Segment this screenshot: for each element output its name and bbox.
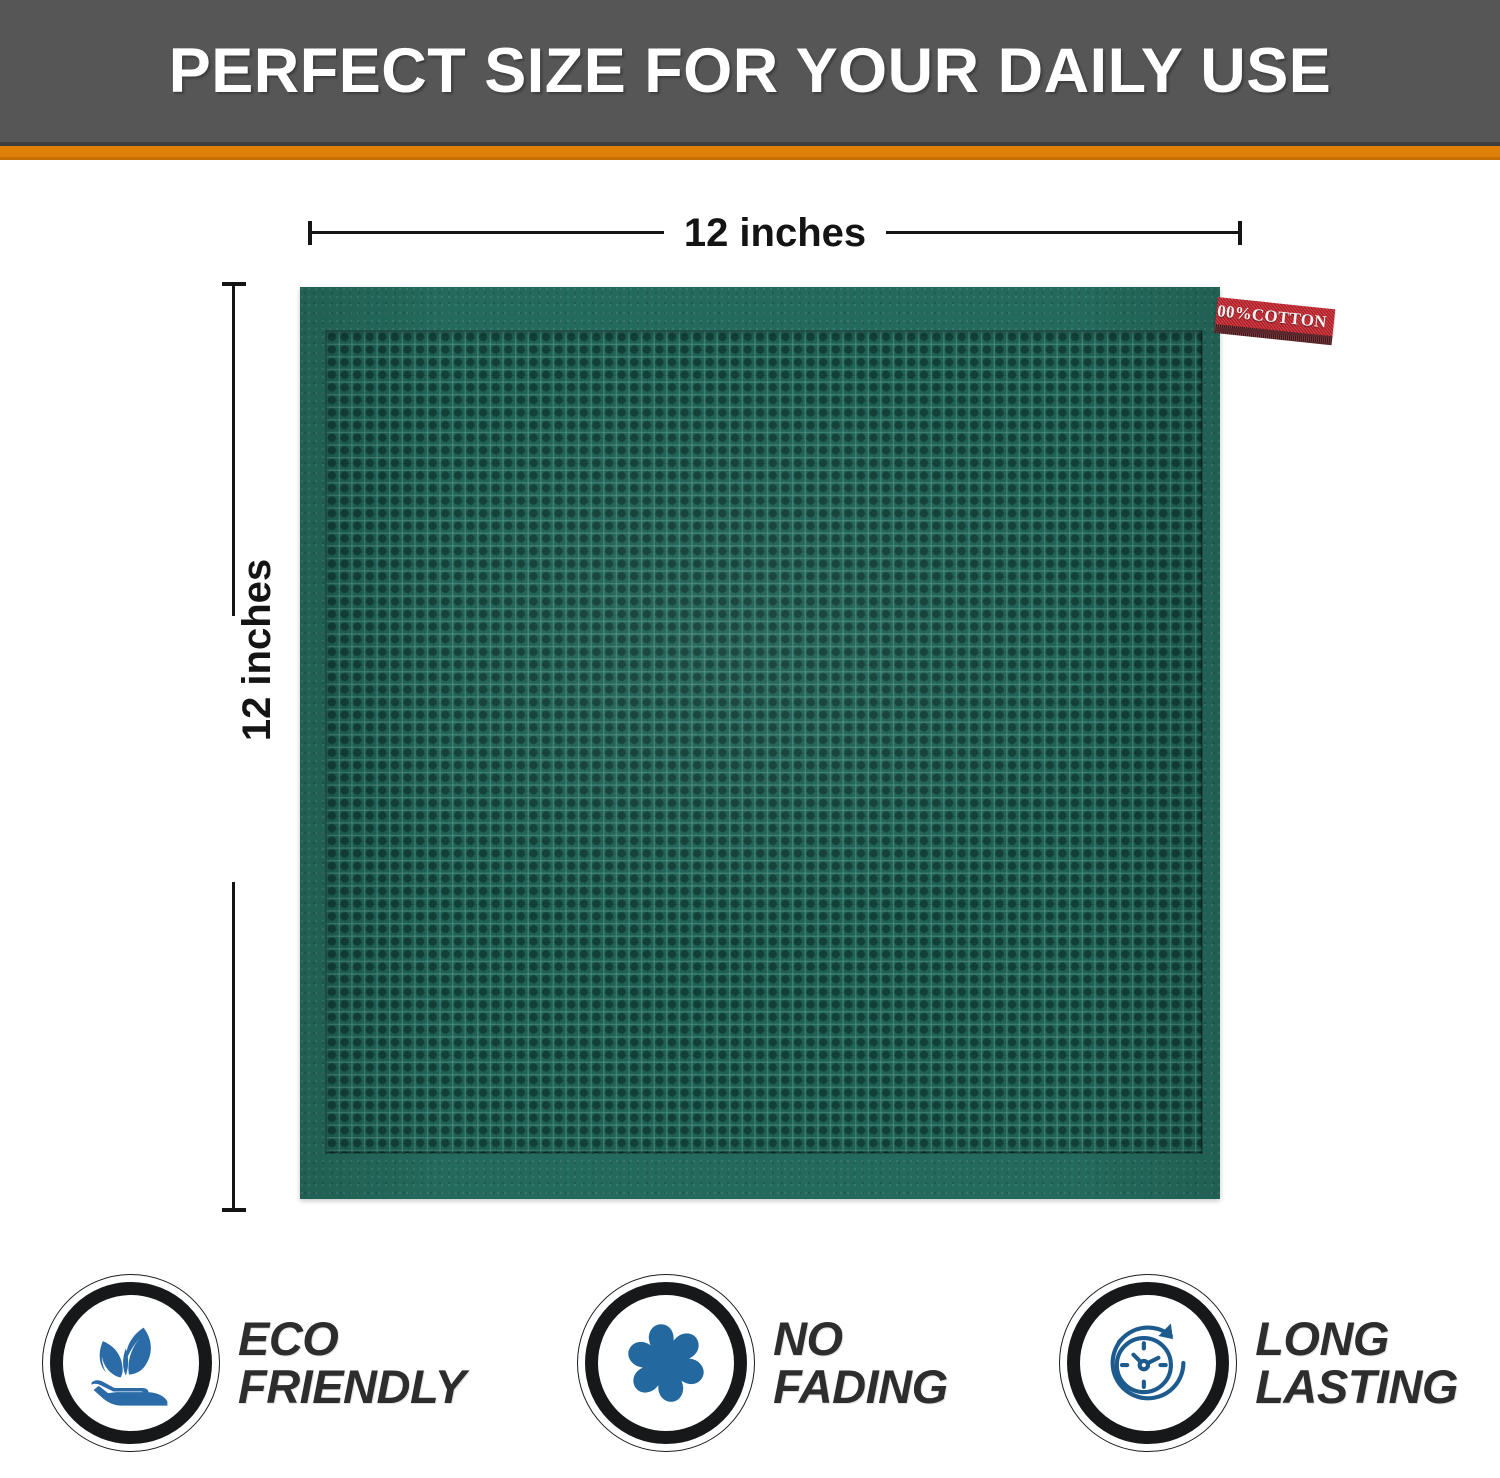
width-dimension-line-left xyxy=(312,231,664,234)
badge-no-fading-ring-inner xyxy=(585,1282,748,1444)
height-dimension-cap-bottom xyxy=(222,1208,246,1212)
towel-body xyxy=(300,287,1220,1199)
badge-no-fading-ring xyxy=(577,1274,756,1452)
width-dimension-cap-left xyxy=(308,221,312,245)
badge-eco-friendly-line1: ECO xyxy=(238,1312,339,1366)
cotton-label-tag: 100%COTTON xyxy=(1214,297,1336,346)
badge-long-lasting-ring-inner xyxy=(1067,1282,1230,1444)
header-accent-bar xyxy=(0,146,1500,157)
towel-hem-seam-right xyxy=(1201,330,1203,1154)
water-droplet-pinwheel-icon xyxy=(628,1324,704,1402)
badge-no-fading-line1: NO xyxy=(773,1312,843,1366)
badge-eco-friendly-ring xyxy=(42,1274,220,1452)
feature-badges: ECO FRIENDLY xyxy=(0,1258,1500,1468)
badge-no-fading-line2: FADING xyxy=(773,1360,948,1413)
badge-eco-friendly-ring-inner xyxy=(50,1282,212,1444)
badge-no-fading-label: NO FADING xyxy=(773,1315,948,1411)
width-dimension: 12 inches xyxy=(308,210,1242,256)
width-dimension-cap-right xyxy=(1238,221,1242,245)
height-dimension-line-top xyxy=(232,286,235,616)
height-dimension-line-bottom xyxy=(232,882,235,1208)
hand-holding-leaves-icon xyxy=(91,1327,168,1406)
product-image: 100%COTTON xyxy=(300,287,1336,1199)
height-dimension-label: 12 inches xyxy=(235,558,279,742)
badge-long-lasting-ring xyxy=(1059,1274,1238,1452)
badge-long-lasting-line1: LONG xyxy=(1255,1312,1389,1366)
badge-long-lasting: LONG LASTING xyxy=(1059,1274,1458,1452)
badge-eco-friendly-line2: FRIENDLY xyxy=(238,1360,466,1413)
clock-refresh-icon xyxy=(1110,1323,1186,1401)
badge-long-lasting-label: LONG LASTING xyxy=(1255,1315,1458,1411)
page-title: PERFECT SIZE FOR YOUR DAILY USE xyxy=(168,36,1332,106)
height-dimension: 12 inches xyxy=(200,282,279,1212)
height-dimension-cap-top xyxy=(222,282,246,286)
width-dimension-line-right xyxy=(886,231,1238,234)
badge-long-lasting-line2: LASTING xyxy=(1255,1360,1458,1413)
badge-eco-friendly-label: ECO FRIENDLY xyxy=(238,1315,466,1411)
badge-eco-friendly: ECO FRIENDLY xyxy=(42,1274,466,1452)
header-accent-bar-shadow xyxy=(0,157,1500,160)
badge-no-fading: NO FADING xyxy=(577,1274,948,1452)
towel-hem-seam-left xyxy=(325,330,327,1154)
towel-hem-seam-top xyxy=(326,330,1202,332)
towel-hem-seam-bottom xyxy=(326,1152,1202,1154)
header-divider-dark xyxy=(0,142,1500,146)
width-dimension-label: 12 inches xyxy=(683,211,867,255)
header-banner xyxy=(0,0,1500,142)
towel-waffle-weave-area xyxy=(326,331,1202,1153)
